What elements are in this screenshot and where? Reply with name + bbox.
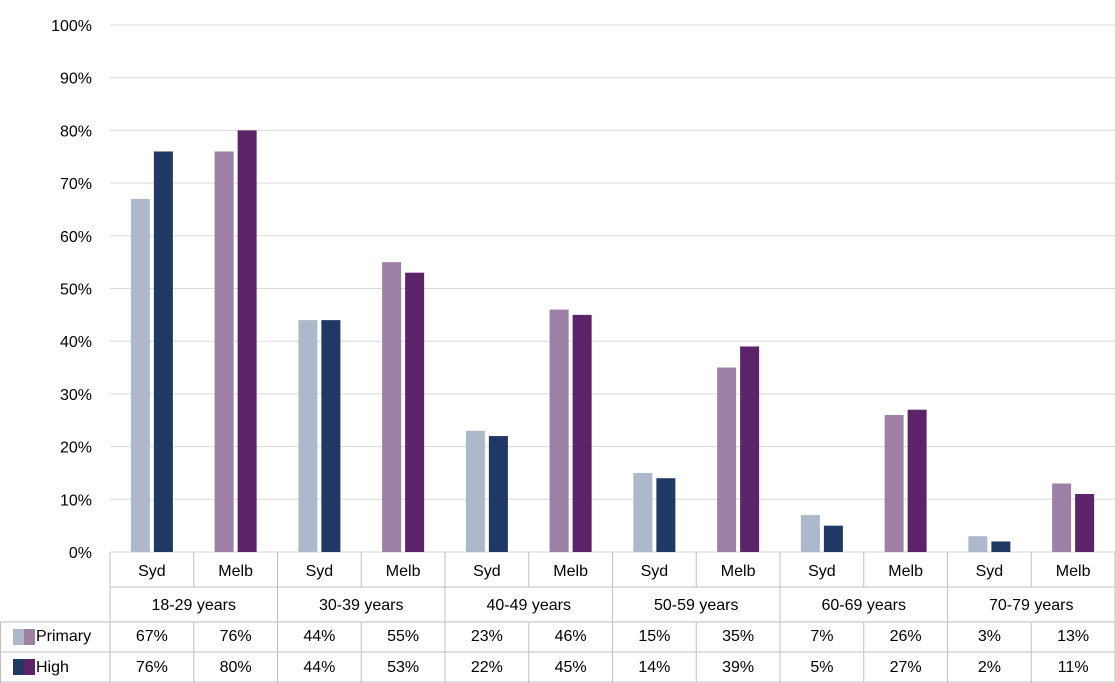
legend-swatch-high-melb [24, 659, 35, 675]
legend-label: Primary [36, 628, 91, 645]
bar-primary-syd [465, 430, 485, 552]
city-label: Syd [641, 563, 669, 580]
bar-high-syd [153, 151, 173, 553]
y-tick-label: 60% [60, 229, 92, 246]
bar-primary-melb [214, 151, 234, 553]
legend-swatch-high-syd [13, 659, 24, 675]
y-tick-label: 70% [60, 176, 92, 193]
y-tick-label: 90% [60, 71, 92, 88]
city-label: Melb [553, 563, 588, 580]
bar-primary-syd [800, 515, 820, 552]
bar-high-syd [823, 525, 843, 552]
group-label: 18-29 years [152, 597, 237, 614]
data-label: 7% [810, 628, 833, 645]
city-label: Melb [386, 563, 421, 580]
data-label: 23% [471, 628, 503, 645]
bar-primary-syd [298, 320, 318, 552]
group-label: 40-49 years [487, 597, 572, 614]
bar-high-syd [488, 436, 508, 552]
data-label: 27% [890, 659, 922, 676]
bar-high-syd [656, 478, 676, 552]
data-label: 13% [1057, 628, 1089, 645]
bars [130, 130, 1095, 553]
data-label: 76% [136, 659, 168, 676]
y-axis-ticks: 0% 10% 20% 30% 40% 50% 60% 70% 80% 90% 100% [51, 18, 92, 562]
data-label: 67% [136, 628, 168, 645]
data-label: 11% [1058, 659, 1089, 676]
city-label: Syd [976, 563, 1004, 580]
data-label: 35% [722, 628, 754, 645]
legend-swatch-primary-syd [13, 629, 24, 645]
y-tick-label: 10% [60, 492, 92, 509]
data-label: 5% [810, 659, 833, 676]
bar-high-melb [405, 272, 425, 552]
bar-high-syd [991, 541, 1011, 552]
city-label: Syd [808, 563, 836, 580]
group-label: 60-69 years [822, 597, 907, 614]
city-label: Syd [138, 563, 166, 580]
y-tick-label: 30% [60, 387, 92, 404]
bar-primary-melb [884, 414, 904, 552]
data-label: 44% [303, 628, 335, 645]
y-tick-label: 0% [69, 545, 92, 562]
group-label: 30-39 years [319, 597, 404, 614]
bar-primary-melb [382, 262, 402, 552]
data-label: 44% [303, 659, 335, 676]
city-label: Syd [473, 563, 501, 580]
bar-high-melb [740, 346, 760, 552]
data-label: 14% [638, 659, 670, 676]
data-label: 76% [220, 628, 252, 645]
data-label: 53% [387, 659, 419, 676]
city-label: Melb [1056, 563, 1091, 580]
y-tick-label: 50% [60, 282, 92, 299]
data-label: 2% [978, 659, 1001, 676]
data-label: 22% [471, 659, 503, 676]
city-label: Syd [306, 563, 334, 580]
group-label: 70-79 years [989, 597, 1074, 614]
bar-high-melb [237, 130, 257, 552]
city-label: Melb [888, 563, 923, 580]
y-tick-label: 100% [51, 18, 92, 35]
data-label: 15% [638, 628, 670, 645]
bar-primary-syd [968, 536, 988, 552]
data-label: 3% [978, 628, 1001, 645]
data-label: 46% [555, 628, 587, 645]
data-label: 39% [722, 659, 754, 676]
bar-high-melb [907, 409, 927, 552]
bar-primary-syd [633, 472, 653, 552]
y-tick-label: 20% [60, 440, 92, 457]
bar-high-syd [321, 320, 341, 552]
data-label: 55% [387, 628, 419, 645]
bar-primary-syd [130, 198, 150, 552]
bar-high-melb [572, 314, 592, 552]
data-label: 26% [890, 628, 922, 645]
city-label: Melb [721, 563, 756, 580]
bar-high-melb [1075, 494, 1095, 552]
y-tick-label: 80% [60, 123, 92, 140]
data-label: 45% [555, 659, 587, 676]
y-tick-label: 40% [60, 334, 92, 351]
gridlines [110, 24, 1115, 553]
legend-swatch-primary-melb [24, 629, 35, 645]
bar-primary-melb [1052, 483, 1072, 552]
data-label: 80% [220, 659, 252, 676]
bar-primary-melb [549, 309, 569, 552]
data-table: Syd Melb Syd Melb Syd Melb Syd Melb Syd Melb Syd Me… [0, 552, 1115, 683]
city-label: Melb [218, 563, 253, 580]
group-label: 50-59 years [654, 597, 739, 614]
bar-primary-melb [717, 367, 737, 552]
legend-label: High [36, 659, 69, 676]
